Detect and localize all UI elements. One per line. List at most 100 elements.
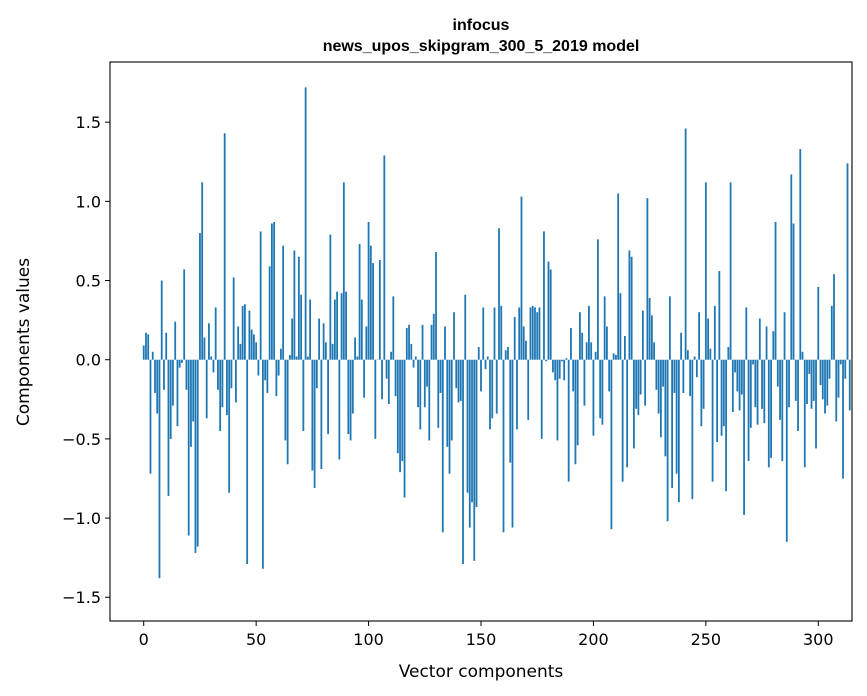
y-tick-label: −1.0 (62, 509, 101, 528)
bar-213 (621, 359, 624, 482)
bar-70 (300, 294, 303, 360)
bar-196 (583, 359, 586, 406)
bar-232 (664, 359, 667, 457)
bar-106 (381, 359, 383, 400)
bar-303 (824, 359, 826, 414)
bar-297 (810, 359, 813, 409)
bar-242 (686, 350, 689, 360)
bar-170 (525, 340, 527, 360)
bar-5 (154, 359, 156, 393)
bar-234 (668, 296, 671, 360)
bar-73 (306, 356, 309, 360)
bar-32 (214, 307, 217, 360)
bar-26 (201, 182, 204, 360)
bar-199 (590, 342, 593, 360)
bar-145 (468, 359, 471, 528)
bar-134 (444, 326, 446, 360)
bar-121 (414, 356, 417, 360)
bar-14 (174, 321, 177, 360)
bar-69 (297, 256, 300, 360)
bar-312 (844, 359, 847, 379)
bar-41 (235, 359, 237, 403)
x-tick-label: 250 (691, 630, 722, 649)
bar-8 (160, 280, 163, 360)
bar-239 (680, 332, 683, 360)
bar-285 (783, 312, 786, 360)
bar-22 (192, 359, 195, 422)
bar-271 (752, 359, 754, 365)
bar-206 (606, 326, 608, 360)
bar-78 (318, 318, 321, 360)
bar-158 (498, 228, 500, 360)
bar-84 (331, 343, 334, 360)
bar-177 (540, 359, 543, 439)
bar-21 (190, 359, 192, 447)
bar-149 (477, 347, 480, 360)
bar-128 (430, 324, 433, 360)
bar-304 (826, 359, 829, 406)
bar-62 (282, 245, 285, 360)
bar-146 (471, 359, 473, 503)
bar-154 (489, 359, 491, 430)
bar-1 (145, 332, 147, 360)
bar-122 (417, 359, 419, 408)
bar-44 (241, 305, 244, 360)
bar-212 (619, 293, 622, 360)
bar-251 (707, 318, 709, 360)
bar-80 (322, 323, 325, 360)
bar-81 (324, 342, 327, 360)
bar-186 (561, 359, 563, 362)
bar-162 (507, 347, 509, 360)
bar-45 (244, 304, 246, 360)
bar-291 (797, 359, 799, 431)
bar-188 (565, 358, 568, 360)
bar-65 (288, 354, 291, 360)
bar-221 (639, 359, 642, 395)
bar-198 (588, 305, 590, 360)
bar-176 (538, 307, 541, 360)
bar-240 (682, 359, 685, 393)
bar-135 (446, 359, 449, 447)
bar-148 (475, 359, 478, 507)
bar-229 (657, 359, 660, 414)
bar-243 (689, 359, 692, 397)
bar-7 (158, 359, 161, 579)
bar-181 (549, 269, 552, 360)
bar-258 (722, 359, 725, 427)
bar-25 (199, 233, 201, 360)
bar-211 (617, 193, 620, 360)
bar-281 (774, 221, 777, 360)
bar-218 (633, 359, 635, 449)
bar-139 (455, 359, 458, 389)
bar-24 (196, 359, 199, 547)
bar-53 (262, 359, 264, 569)
bar-293 (801, 351, 804, 360)
bar-309 (837, 359, 840, 398)
bar-160 (502, 359, 505, 533)
bar-132 (439, 359, 442, 393)
bar-108 (385, 359, 388, 379)
bar-136 (448, 359, 451, 474)
bar-133 (441, 359, 444, 533)
bar-207 (608, 359, 611, 392)
bar-259 (725, 359, 727, 492)
bar-55 (266, 359, 269, 393)
bar-219 (635, 359, 638, 409)
bar-288 (790, 174, 793, 360)
bar-273 (756, 359, 759, 425)
bar-255 (716, 359, 718, 443)
bar-147 (473, 359, 476, 561)
bar-279 (770, 359, 772, 458)
bar-292 (799, 149, 802, 360)
bar-164 (511, 359, 514, 528)
bar-0 (142, 345, 145, 360)
bar-289 (792, 223, 795, 360)
bar-85 (333, 299, 336, 360)
bar-190 (570, 328, 572, 360)
bar-187 (563, 359, 566, 381)
bar-175 (536, 312, 539, 360)
bar-195 (581, 332, 584, 360)
bar-265 (738, 359, 741, 411)
bar-66 (291, 318, 294, 360)
